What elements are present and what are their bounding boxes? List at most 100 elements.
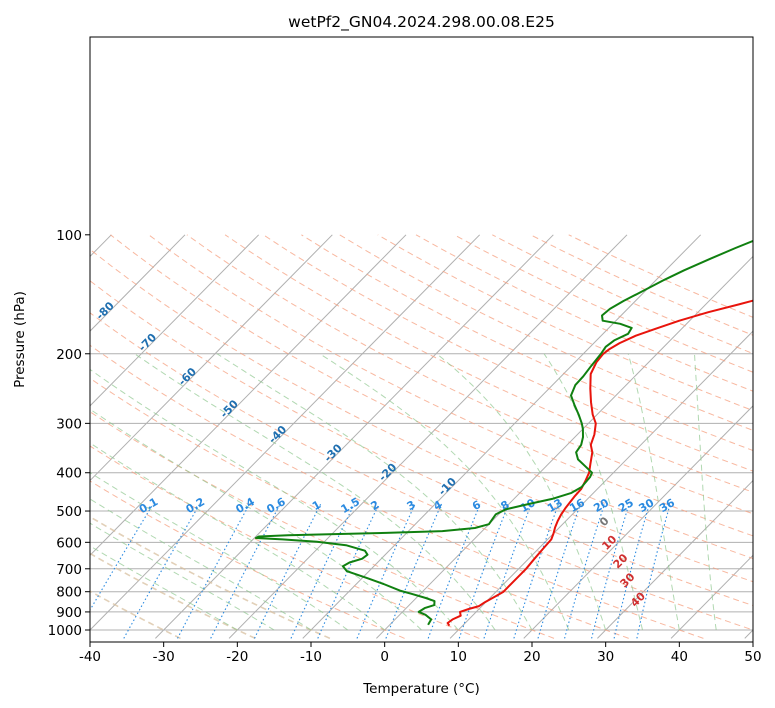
x-tick-label: 10 <box>450 649 467 665</box>
y-tick-label: 600 <box>56 535 82 551</box>
dry-adiabat-line <box>186 234 753 515</box>
x-axis-label: Temperature (°C) <box>362 681 480 697</box>
isotherm-line <box>90 234 260 407</box>
y-tick-label: 400 <box>56 466 82 482</box>
isotherm-line <box>376 255 753 639</box>
x-tick-label: -30 <box>153 649 175 665</box>
mixing-ratio-label: 16 <box>567 496 587 515</box>
dry-adiabat-line <box>90 248 753 583</box>
y-tick-label: 900 <box>56 605 82 621</box>
y-tick-label: 800 <box>56 585 82 601</box>
mixing-ratio-line <box>356 503 416 639</box>
moist-adiabat-line <box>90 522 275 631</box>
y-tick-label: 300 <box>56 416 82 432</box>
isotherm-line <box>523 405 753 639</box>
mixing-ratio-line <box>564 503 606 639</box>
isotherm-label: -50 <box>218 397 241 420</box>
moist-adiabat-line <box>627 353 680 631</box>
isotherm-line <box>90 234 333 482</box>
mixing-ratio-line <box>385 503 443 639</box>
moist-adiabat-line <box>134 353 496 631</box>
mixing-ratio-line <box>591 503 630 639</box>
isotherm-line <box>449 330 753 639</box>
dry-adiabat-line <box>415 234 753 392</box>
isotherm-line <box>155 234 554 639</box>
temperature-profile-line <box>446 299 753 627</box>
mixing-ratio-line <box>613 503 651 639</box>
plot-frame <box>89 36 754 643</box>
dry-adiabat-line <box>90 515 331 640</box>
mixing-ratio-line <box>177 503 250 639</box>
mixing-ratio-label: 0.4 <box>234 495 258 516</box>
x-tick-label: 30 <box>597 649 614 665</box>
x-tick-label: -40 <box>79 649 101 665</box>
moist-adiabat-label: 30 <box>618 570 638 590</box>
x-tick-label: 20 <box>523 649 540 665</box>
y-tick-label: 500 <box>56 504 82 520</box>
mixing-ratio-line <box>123 503 201 639</box>
dry-adiabat-line <box>301 234 753 452</box>
isotherm-label: -10 <box>436 475 459 498</box>
isotherm-line <box>670 554 753 639</box>
moist-adiabat-line <box>694 353 717 631</box>
x-tick-label: 40 <box>671 649 688 665</box>
mixing-ratio-line <box>427 503 481 639</box>
moist-adiabat-line <box>90 498 312 631</box>
moist-adiabat-label: 10 <box>599 532 619 552</box>
x-tick-label: 50 <box>744 649 761 665</box>
mixing-ratio-line <box>483 503 532 639</box>
isotherm-label: -70 <box>136 331 159 354</box>
dry-adiabat-line <box>90 480 405 639</box>
dry-adiabat-line <box>263 234 753 472</box>
mixing-ratio-label: 0.6 <box>264 495 288 516</box>
dry-adiabat-line <box>90 445 480 639</box>
mixing-ratio-label: 36 <box>657 496 677 515</box>
dry-adiabat-line <box>568 234 753 318</box>
isotherm-line <box>744 629 753 639</box>
moist-adiabat-line <box>90 408 422 631</box>
dry-adiabat-line <box>90 552 256 640</box>
isotherm-line <box>597 479 753 639</box>
dry-adiabat-line <box>148 234 753 537</box>
y-tick-label: 200 <box>56 347 82 363</box>
mixing-ratio-line <box>537 503 581 639</box>
y-axis-label: Pressure (hPa) <box>12 291 28 388</box>
mixing-ratio-line <box>513 503 559 639</box>
dry-adiabat-line <box>90 280 753 607</box>
x-tick-label: -10 <box>300 649 322 665</box>
dry-adiabat-line <box>90 312 753 631</box>
mixing-ratio-label: 1.5 <box>339 495 362 516</box>
y-tick-label: 1000 <box>48 623 82 639</box>
isotherm-label: -20 <box>376 461 399 484</box>
isotherm-line <box>90 234 407 556</box>
mixing-ratio-line <box>254 503 322 639</box>
mixing-ratio-label: 25 <box>616 496 636 515</box>
isotherm-label: -30 <box>322 441 345 464</box>
dewpoint-profile-line <box>254 239 753 626</box>
mixing-ratio-line <box>317 503 380 639</box>
dry-adiabat-line <box>110 234 753 560</box>
isotherm-label: -60 <box>176 365 199 388</box>
isotherm-line <box>90 234 481 631</box>
chart-title: wetPf2_GN04.2024.298.00.08.E25 <box>288 13 555 32</box>
dry-adiabat-line <box>90 590 181 640</box>
y-tick-label: 700 <box>56 562 82 578</box>
x-tick-label: 0 <box>380 649 389 665</box>
mixing-ratio-line <box>210 503 281 639</box>
moist-adiabat-line <box>90 471 349 631</box>
dry-adiabat-line <box>90 344 704 639</box>
moist-adiabat-line <box>90 545 238 631</box>
moist-adiabat-line <box>436 353 607 631</box>
moist-adiabat-line <box>319 353 570 631</box>
x-tick-label: -20 <box>226 649 248 665</box>
dry-adiabat-line <box>377 234 753 412</box>
moist-adiabat-label: 0 <box>597 514 612 529</box>
isotherm-label: -100 <box>5 234 34 263</box>
isotherm-label: -80 <box>94 299 117 322</box>
dry-adiabat-line <box>90 377 629 639</box>
moist-adiabat-line <box>543 353 643 631</box>
isotherm-line <box>228 234 628 639</box>
isotherm-label: -90 <box>49 269 72 292</box>
y-tick-label: 100 <box>56 228 82 244</box>
